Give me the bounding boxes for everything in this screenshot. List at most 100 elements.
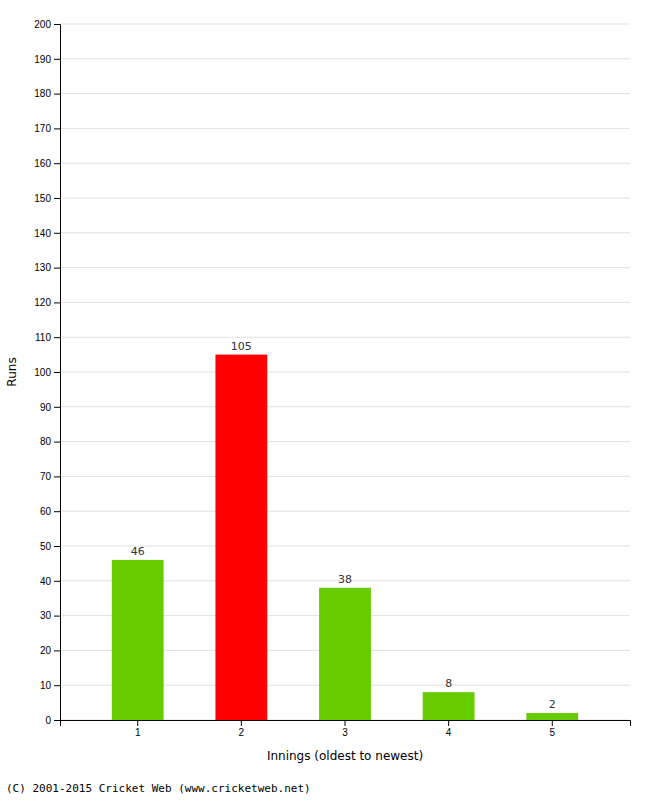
y-tick: 70 — [40, 471, 60, 482]
data-label: 38 — [338, 573, 352, 586]
y-tick: 100 — [34, 367, 60, 378]
bars — [112, 355, 578, 720]
y-tick-label: 190 — [34, 54, 51, 65]
y-tick-label: 140 — [34, 228, 51, 239]
grid-line — [60, 441, 630, 442]
y-tick-mark — [54, 581, 60, 582]
y-tick: 60 — [40, 506, 60, 517]
x-tick-label: 1 — [135, 727, 141, 738]
y-tick: 110 — [35, 332, 60, 343]
y-tick-label: 130 — [34, 262, 51, 273]
x-tick-label: 4 — [446, 727, 452, 738]
y-tick-mark — [54, 94, 60, 95]
y-tick-mark — [54, 372, 60, 373]
y-tick: 0 — [45, 715, 60, 726]
y-tick-label: 150 — [34, 193, 51, 204]
x-axis-title: Innings (oldest to newest) — [267, 749, 423, 763]
y-tick-label: 200 — [34, 19, 51, 30]
y-tick: 160 — [34, 158, 60, 169]
x-tick-mark — [448, 720, 449, 726]
bar — [215, 355, 267, 720]
y-tick-mark — [54, 476, 60, 477]
y-tick-label: 0 — [45, 715, 51, 726]
x-axis-line — [61, 721, 631, 727]
grid-line — [60, 93, 630, 94]
plot: 0 10 20 30 40 50 60 70 80 90 100 110 120 130 140 150 160… — [5, 19, 631, 763]
data-labels: 461053882 — [131, 340, 556, 711]
y-tick-mark — [54, 24, 60, 25]
y-tick-label: 180 — [34, 88, 51, 99]
x-tick-mark — [552, 720, 553, 726]
bar — [112, 560, 164, 720]
y-tick-label: 80 — [40, 436, 52, 447]
y-tick-label: 50 — [40, 541, 52, 552]
y-tick-label: 100 — [34, 367, 51, 378]
y-tick: 140 — [34, 228, 60, 239]
x-tick: 2 — [239, 720, 245, 738]
grid-line — [60, 372, 630, 373]
y-tick-label: 40 — [40, 576, 52, 587]
grid-line — [60, 476, 630, 477]
grid-line — [60, 232, 630, 233]
y-tick-mark — [54, 407, 60, 408]
y-tick-mark — [54, 616, 60, 617]
y-tick: 50 — [40, 541, 60, 552]
y-tick: 200 — [34, 19, 60, 30]
y-tick-mark — [54, 163, 60, 164]
y-tick-label: 90 — [40, 402, 52, 413]
y-tick-label: 160 — [34, 158, 51, 169]
grid — [60, 24, 630, 720]
grid-line — [60, 302, 630, 303]
y-tick-label: 20 — [40, 645, 52, 656]
y-tick-mark — [54, 268, 60, 269]
y-tick-mark — [54, 442, 60, 443]
chart: 0 10 20 30 40 50 60 70 80 90 100 110 120 130 140 150 160… — [0, 0, 650, 800]
y-tick-mark — [54, 650, 60, 651]
grid-line — [60, 58, 630, 59]
y-tick-label: 10 — [40, 680, 52, 691]
y-tick: 40 — [40, 576, 60, 587]
bar — [319, 588, 371, 720]
data-label: 2 — [549, 698, 556, 711]
x-axis: 12345 — [61, 720, 631, 738]
data-label: 105 — [231, 340, 252, 353]
y-axis: 0 10 20 30 40 50 60 70 80 90 100 110 120 130 140 150 160… — [34, 19, 60, 726]
x-tick-mark — [345, 720, 346, 726]
y-tick-label: 60 — [40, 506, 52, 517]
x-tick-mark — [137, 720, 138, 726]
y-tick: 120 — [34, 297, 60, 308]
y-tick-mark — [54, 511, 60, 512]
y-tick-label: 30 — [40, 610, 52, 621]
y-tick-mark — [54, 198, 60, 199]
x-tick: 4 — [446, 720, 452, 738]
data-label: 8 — [445, 677, 452, 690]
y-tick: 180 — [34, 88, 60, 99]
x-tick-mark — [241, 720, 242, 726]
y-tick-mark — [54, 302, 60, 303]
y-tick: 10 — [40, 680, 60, 691]
y-tick: 190 — [34, 54, 60, 65]
footer: (C) 2001-2015 Cricket Web (www.cricketwe… — [6, 782, 311, 795]
x-tick-label: 2 — [239, 727, 245, 738]
y-tick: 90 — [40, 402, 60, 413]
grid-line — [60, 406, 630, 407]
grid-line — [60, 337, 630, 338]
y-tick-mark — [54, 128, 60, 129]
y-tick-label: 120 — [34, 297, 51, 308]
y-tick: 170 — [34, 123, 60, 134]
y-tick-mark — [54, 233, 60, 234]
grid-line — [60, 267, 630, 268]
x-tick-label: 5 — [549, 727, 555, 738]
y-tick: 30 — [40, 610, 60, 621]
grid-line — [60, 511, 630, 512]
y-axis-title: Runs — [5, 357, 19, 386]
y-tick-mark — [54, 720, 60, 721]
y-tick-mark — [54, 337, 60, 338]
grid-line — [60, 24, 630, 25]
y-axis-line — [54, 25, 61, 721]
y-tick-mark — [54, 685, 60, 686]
grid-line — [60, 198, 630, 199]
x-tick: 5 — [549, 720, 555, 738]
y-tick-label: 70 — [40, 471, 52, 482]
y-tick-label: 110 — [35, 332, 51, 343]
